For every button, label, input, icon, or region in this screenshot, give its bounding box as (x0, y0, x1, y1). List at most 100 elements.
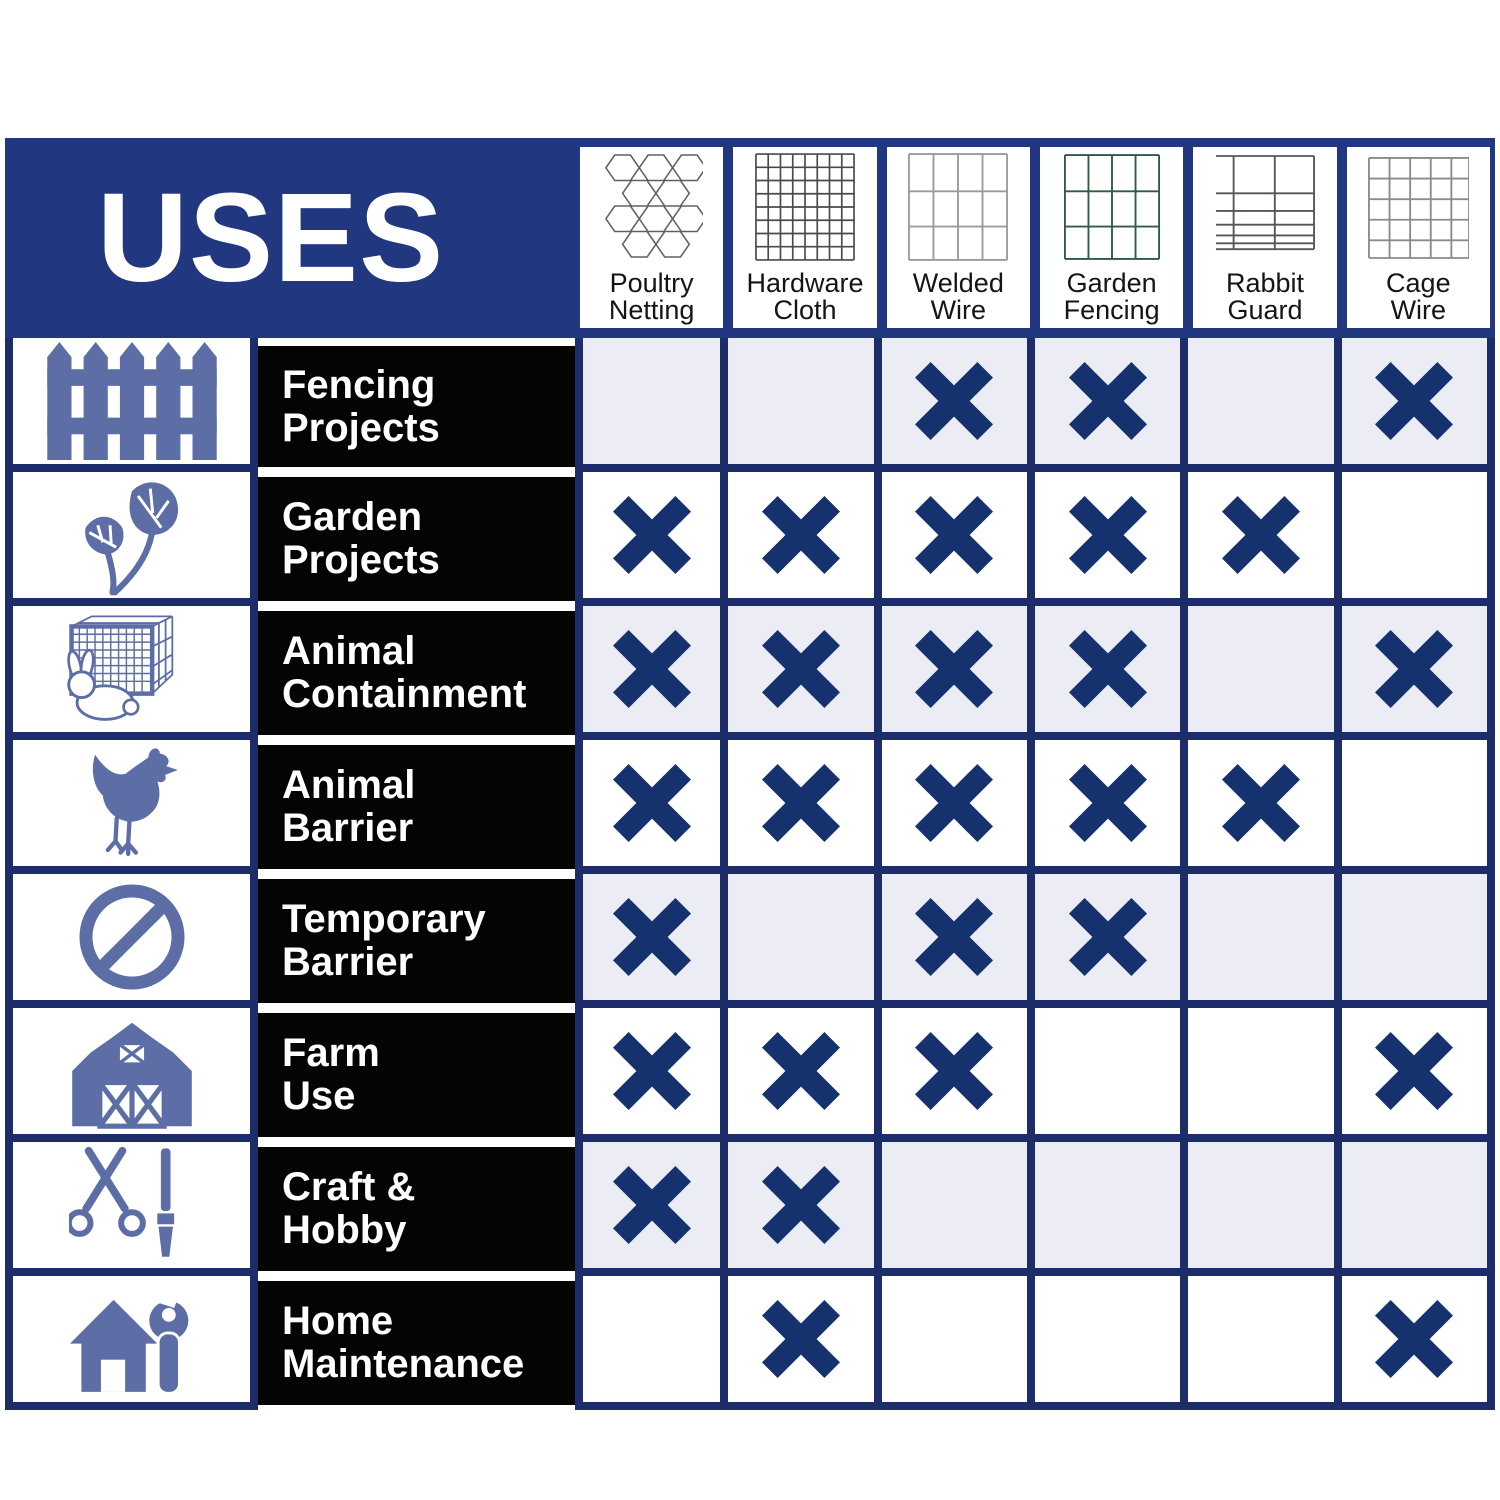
column-header-label: Cage Wire (1386, 268, 1451, 325)
page-title: USES (97, 167, 445, 308)
hardware-cloth-mesh-icon (754, 151, 856, 263)
cell-garden-projects-cage-wire (1341, 472, 1495, 606)
cell-home-maintenance-cage-wire (1341, 1276, 1495, 1410)
column-header-cage-wire: Cage Wire (1346, 147, 1490, 328)
row-label-cell: Temporary Barrier (258, 874, 575, 1008)
cell-fencing-projects-cage-wire (1341, 338, 1495, 472)
cell-farm-use-garden-fencing (1034, 1008, 1189, 1142)
row-label: Animal Containment (258, 611, 575, 735)
row-home-maintenance: Home Maintenance (5, 1276, 1495, 1410)
row-fencing-projects: Fencing Projects (5, 338, 1495, 472)
cell-temporary-barrier-welded-wire (881, 874, 1035, 1008)
x-mark-icon (915, 630, 994, 708)
x-mark-icon (1375, 630, 1454, 708)
column-header-label: Poultry Netting (608, 268, 695, 325)
row-icon-cell (5, 472, 258, 606)
cell-fencing-projects-hardware-cloth (728, 338, 882, 472)
cell-craft-hobby-cage-wire (1341, 1142, 1495, 1276)
cell-animal-containment-garden-fencing (1034, 606, 1189, 740)
cell-farm-use-hardware-cloth (728, 1008, 882, 1142)
row-label: Home Maintenance (258, 1281, 575, 1405)
row-icon-cell (5, 1276, 258, 1410)
cell-animal-barrier-poultry-netting (575, 740, 729, 874)
cell-home-maintenance-garden-fencing (1034, 1276, 1189, 1410)
cell-fencing-projects-poultry-netting (575, 338, 729, 472)
x-mark-icon (761, 1032, 840, 1110)
x-mark-icon (761, 1300, 840, 1378)
cell-garden-projects-rabbit-guard (1188, 472, 1342, 606)
x-mark-icon (915, 764, 994, 842)
column-header-hardware-cloth: Hardware Cloth (733, 147, 877, 328)
row-craft-hobby: Craft & Hobby (5, 1142, 1495, 1276)
header-band: USES Poultry Netting Hardware Cloth Welded Wi… (5, 138, 1495, 338)
cell-animal-containment-hardware-cloth (728, 606, 882, 740)
cell-farm-use-rabbit-guard (1188, 1008, 1342, 1142)
row-label: Fencing Projects (258, 346, 575, 467)
x-mark-icon (612, 1032, 691, 1110)
x-mark-icon (612, 1166, 691, 1244)
plant-leaves-icon (71, 474, 193, 596)
cell-fencing-projects-garden-fencing (1034, 338, 1189, 472)
poultry-netting-mesh-icon (601, 151, 707, 263)
title-cell: USES (5, 138, 575, 338)
row-animal-containment: Animal Containment (5, 606, 1495, 740)
row-animal-barrier: Animal Barrier (5, 740, 1495, 874)
row-label-cell: Animal Containment (258, 606, 575, 740)
x-mark-icon (1221, 764, 1300, 842)
x-mark-icon (1068, 630, 1147, 708)
x-mark-icon (612, 764, 691, 842)
x-mark-icon (1221, 496, 1300, 574)
row-icon-cell (5, 338, 258, 472)
row-farm-use: Farm Use (5, 1008, 1495, 1142)
row-icon-cell (5, 1008, 258, 1142)
chicken-icon (73, 742, 191, 864)
cell-animal-barrier-cage-wire (1341, 740, 1495, 874)
column-header-label: Rabbit Guard (1225, 268, 1305, 325)
house-wrench-icon (63, 1281, 201, 1397)
cell-animal-containment-rabbit-guard (1188, 606, 1342, 740)
cell-home-maintenance-poultry-netting (575, 1276, 729, 1410)
rabbit-guard-mesh-icon (1214, 151, 1316, 263)
cell-temporary-barrier-garden-fencing (1034, 874, 1189, 1008)
row-label-cell: Garden Projects (258, 472, 575, 606)
x-mark-icon (915, 1032, 994, 1110)
cell-home-maintenance-rabbit-guard (1188, 1276, 1342, 1410)
row-label: Farm Use (258, 1013, 575, 1137)
cell-animal-barrier-hardware-cloth (728, 740, 882, 874)
cell-animal-barrier-rabbit-guard (1188, 740, 1342, 874)
x-mark-icon (1375, 1032, 1454, 1110)
row-label: Garden Projects (258, 477, 575, 601)
cell-garden-projects-garden-fencing (1034, 472, 1189, 606)
cell-farm-use-poultry-netting (575, 1008, 729, 1142)
column-header-label: Garden Fencing (1063, 268, 1160, 325)
row-label: Craft & Hobby (258, 1147, 575, 1271)
barn-icon (63, 1013, 201, 1129)
comparison-table: USES Poultry Netting Hardware Cloth Welded Wi… (5, 138, 1495, 1410)
x-mark-icon (761, 1166, 840, 1244)
cell-animal-barrier-welded-wire (881, 740, 1035, 874)
row-label-cell: Home Maintenance (258, 1276, 575, 1410)
x-mark-icon (1068, 764, 1147, 842)
cell-garden-projects-hardware-cloth (728, 472, 882, 606)
cell-craft-hobby-poultry-netting (575, 1142, 729, 1276)
row-temporary-barrier: Temporary Barrier (5, 874, 1495, 1008)
cell-garden-projects-poultry-netting (575, 472, 729, 606)
column-header-poultry-netting: Poultry Netting (580, 147, 724, 328)
row-label: Animal Barrier (258, 745, 575, 869)
x-mark-icon (612, 898, 691, 976)
cell-animal-barrier-garden-fencing (1034, 740, 1189, 874)
cell-temporary-barrier-rabbit-guard (1188, 874, 1342, 1008)
row-icon-cell (5, 740, 258, 874)
x-mark-icon (761, 764, 840, 842)
cell-craft-hobby-rabbit-guard (1188, 1142, 1342, 1276)
row-label-cell: Animal Barrier (258, 740, 575, 874)
row-label-cell: Craft & Hobby (258, 1142, 575, 1276)
cell-craft-hobby-garden-fencing (1034, 1142, 1189, 1276)
x-mark-icon (1375, 362, 1454, 440)
row-icon-cell (5, 606, 258, 740)
row-label: Temporary Barrier (258, 879, 575, 1003)
x-mark-icon (915, 362, 994, 440)
x-mark-icon (915, 496, 994, 574)
cell-fencing-projects-rabbit-guard (1188, 338, 1342, 472)
